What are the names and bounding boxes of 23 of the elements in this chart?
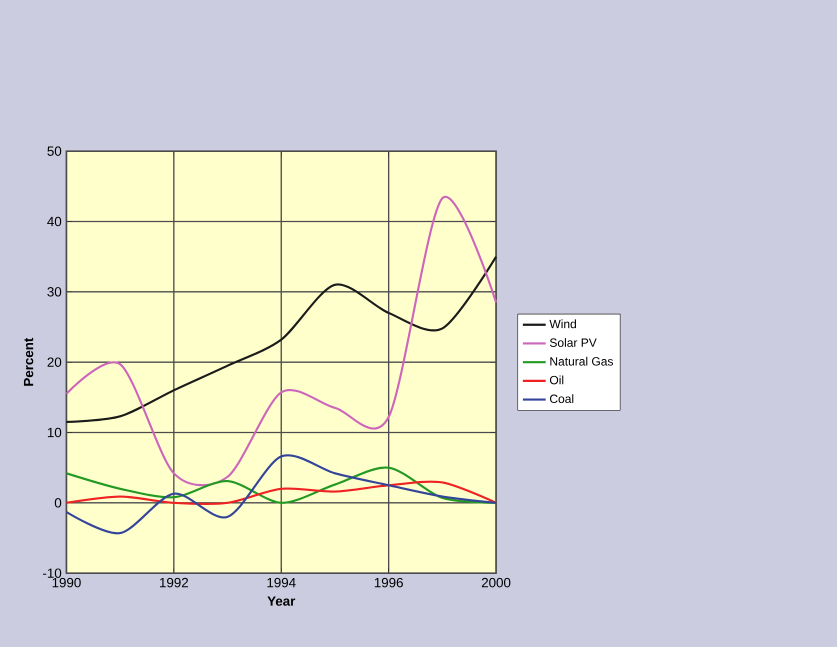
legend-label: Natural Gas — [550, 356, 613, 366]
line-series — [65, 480, 498, 505]
x-tick-label: 1992 — [160, 578, 188, 588]
y-tick-label: 40 — [47, 216, 62, 226]
y-tick-label: 20 — [48, 357, 62, 367]
y-tick-label: 10 — [48, 428, 62, 438]
line-series — [65, 454, 498, 534]
legend-label: Coal — [550, 394, 574, 403]
legend-label: Wind — [549, 319, 576, 328]
y-tick-label: 30 — [47, 287, 62, 296]
x-tick-label: 1990 — [52, 578, 81, 588]
x-axis-title: Year — [267, 596, 296, 606]
y-tick-label: 50 — [47, 146, 62, 156]
y-axis-title: Percent — [24, 338, 34, 386]
x-tick-label: 1996 — [374, 578, 403, 588]
line-series — [65, 466, 498, 504]
legend-label: Solar PV — [550, 338, 597, 347]
x-tick-label: 2000 — [482, 578, 510, 588]
legend-label: Oil — [550, 375, 564, 384]
y-tick-label: 0 — [54, 498, 62, 508]
x-tick-label: 1994 — [267, 578, 296, 588]
y-tick-label: -10 — [43, 568, 62, 578]
line-series — [65, 255, 498, 423]
